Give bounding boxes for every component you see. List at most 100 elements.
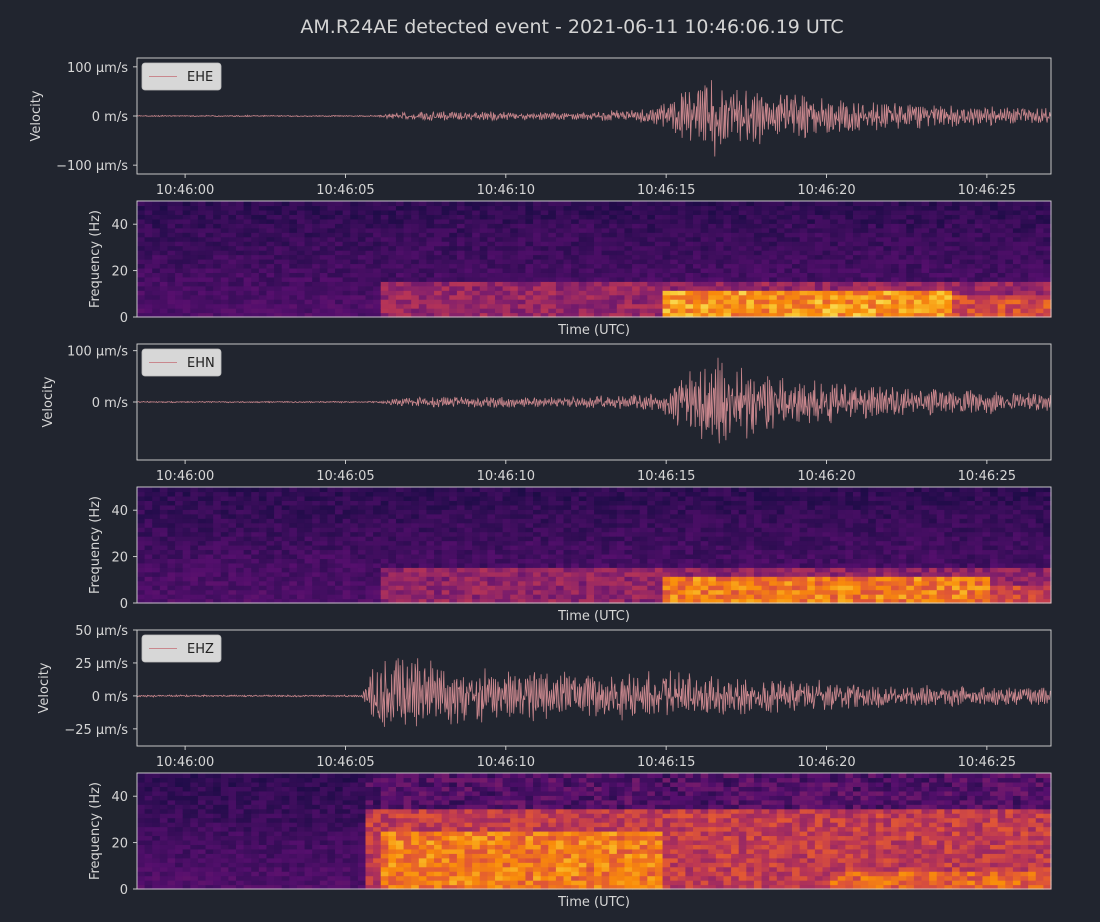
spectrogram-cell	[251, 227, 260, 233]
spectrogram-cell	[434, 589, 443, 595]
spectrogram-cell	[883, 218, 892, 224]
spectrogram-cell	[403, 285, 412, 291]
spectrogram-cell	[845, 281, 854, 287]
spectrogram-cell	[357, 598, 367, 604]
spectrogram-cell	[632, 303, 641, 309]
spectrogram-cell	[982, 245, 991, 251]
spectrogram-cell	[571, 527, 580, 533]
spectrogram-cell	[708, 303, 717, 309]
spectrogram-cell	[997, 290, 1006, 296]
spectrogram-cell	[365, 500, 374, 506]
spectrogram-cell	[388, 522, 397, 528]
spectrogram-cell	[464, 259, 473, 265]
spectrogram-cell	[167, 201, 176, 207]
spectrogram-cell	[350, 218, 359, 224]
spectrogram-cell	[693, 236, 702, 242]
spectrogram-cell	[479, 527, 488, 533]
spectrogram-cell	[228, 241, 237, 247]
spectrogram-cell	[479, 272, 488, 278]
spectrogram-cell	[281, 585, 290, 591]
spectrogram-cell	[974, 267, 984, 273]
spectrogram-cell	[205, 232, 214, 238]
spectrogram-cell	[555, 549, 565, 555]
spectrogram-cell	[868, 250, 877, 256]
spectrogram-cell	[951, 232, 961, 238]
spectrogram-cell	[327, 571, 336, 577]
spectrogram-cell	[197, 308, 207, 314]
spectrogram-cell	[1020, 201, 1029, 207]
spectrogram-cell	[1012, 290, 1022, 296]
spectrogram-cell	[220, 218, 229, 224]
spectrogram-cell	[967, 236, 976, 242]
spectrogram-cell	[502, 276, 511, 282]
spectrogram-cell	[213, 540, 222, 546]
spectrogram-cell	[852, 209, 862, 215]
spectrogram-cell	[213, 308, 222, 314]
spectrogram-cell	[769, 281, 778, 287]
spectrogram-cell	[944, 299, 953, 305]
spectrogram-cell	[137, 598, 146, 604]
spectrogram-cell	[936, 254, 945, 260]
spectrogram-cell	[418, 209, 428, 215]
spectrogram-cell	[1020, 254, 1029, 260]
spectrogram-cell	[624, 259, 633, 265]
spectrogram-cell	[639, 205, 648, 211]
spectrogram-cell	[411, 562, 420, 568]
spectrogram-cell	[548, 567, 557, 573]
spectrogram-cell	[350, 576, 359, 582]
spectrogram-cell	[403, 540, 412, 546]
spectrogram-cell	[243, 281, 252, 287]
spectrogram-cell	[190, 272, 199, 278]
spectrogram-cell	[281, 281, 290, 287]
spectrogram-cell	[548, 272, 557, 278]
spectrogram-cell	[746, 299, 755, 305]
spectrogram-cell	[342, 487, 351, 493]
spectrogram-cell	[632, 495, 641, 501]
spectrogram-cell	[434, 281, 443, 287]
spectrogram-cell	[327, 553, 336, 559]
spectrogram-cell	[289, 209, 298, 215]
spectrogram-cell	[555, 495, 565, 501]
spectrogram-cell	[708, 236, 717, 242]
spectrogram-cell	[197, 576, 207, 582]
spectrogram-cell	[997, 227, 1006, 233]
spectrogram-cell	[456, 545, 466, 551]
spectrogram-cell	[243, 495, 252, 501]
spectrogram-cell	[662, 531, 671, 537]
spectrogram-cell	[776, 281, 786, 287]
spectrogram-cell	[609, 236, 618, 242]
spectrogram-cell	[479, 281, 488, 287]
spectrogram-cell	[144, 299, 153, 305]
spectrogram-cell	[190, 245, 199, 251]
spectrogram-cell	[837, 299, 846, 305]
spectrogram-cell	[487, 585, 496, 591]
spectrogram-cell	[609, 585, 618, 591]
spectrogram-cell	[220, 303, 229, 309]
spectrogram-cell	[144, 308, 153, 314]
spectrogram-cell	[654, 232, 664, 238]
spectrogram-cell	[494, 585, 504, 591]
spectrogram-cell	[571, 504, 580, 510]
spectrogram-cell	[959, 245, 968, 251]
spectrogram-cell	[182, 509, 191, 515]
spectrogram-cell	[571, 267, 580, 273]
spectrogram-cell	[578, 540, 587, 546]
spectrogram-cell	[647, 241, 656, 247]
spectrogram-cell	[319, 201, 329, 207]
spectrogram-cell	[403, 294, 412, 300]
spectrogram-cell	[837, 267, 846, 273]
spectrogram-cell	[327, 254, 336, 260]
spectrogram-cell	[898, 214, 907, 220]
spectrogram-cell	[388, 504, 397, 510]
spectrogram-cell	[753, 232, 763, 238]
spectrogram-cell	[967, 205, 976, 211]
spectrogram-cell	[220, 299, 229, 305]
spectrogram-cell	[373, 495, 382, 501]
spectrogram-cell	[167, 241, 176, 247]
spectrogram-cell	[502, 209, 511, 215]
spectrogram-cell	[731, 272, 740, 278]
spectrogram-cell	[517, 281, 527, 287]
spectrogram-cell	[228, 281, 237, 287]
spectrogram-cell	[548, 236, 557, 242]
spectrogram-cell	[502, 571, 511, 577]
